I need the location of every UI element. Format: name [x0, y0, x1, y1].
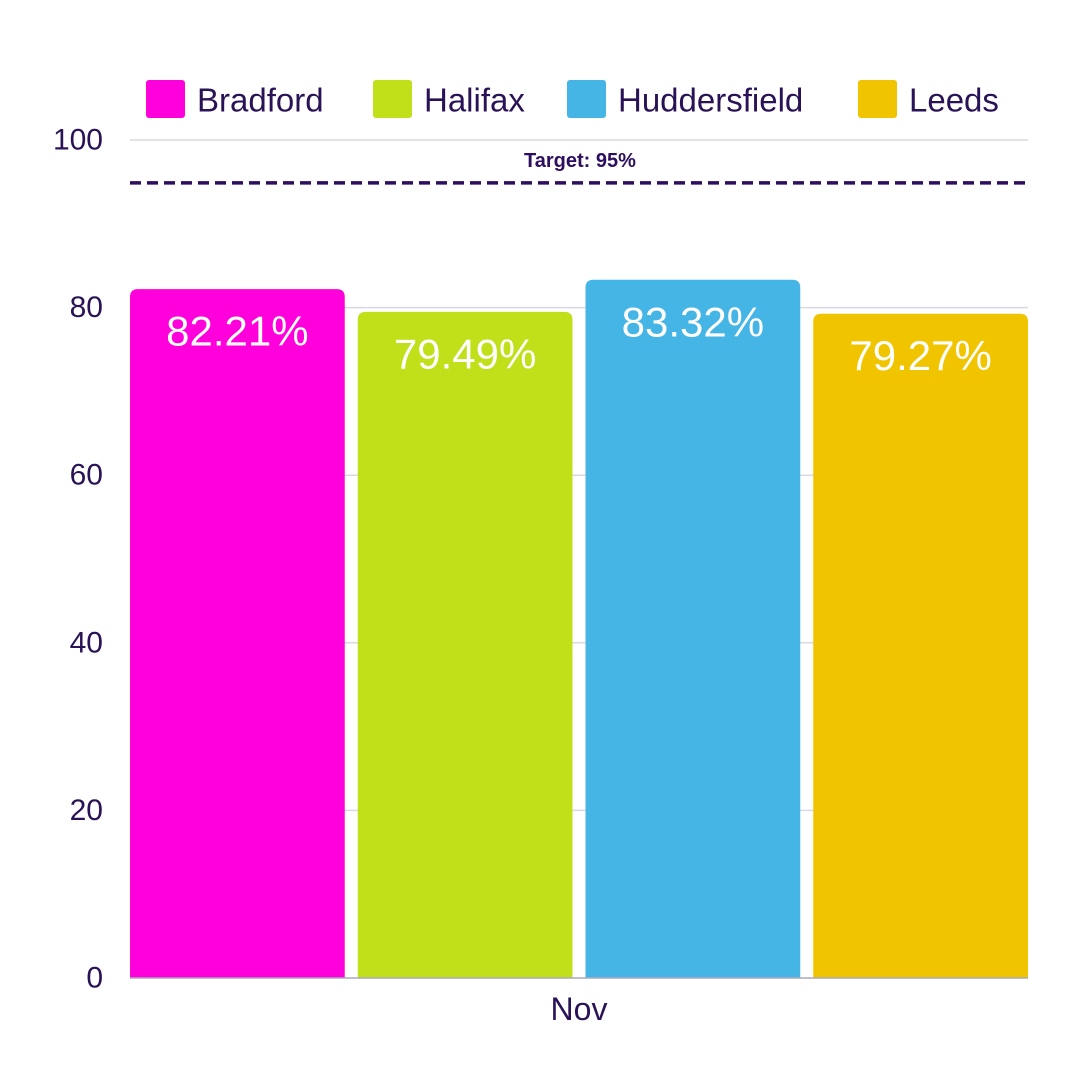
axes: 0 20 40 60 80 100 Nov [53, 124, 1028, 1027]
data-label-halifax: 79.49% [394, 330, 536, 377]
y-tick-label: 0 [86, 962, 103, 995]
legend-label-bradford: Bradford [197, 82, 324, 119]
bars: 82.21% 79.49% 83.32% 79.27% [130, 279, 1028, 979]
bar-huddersfield [585, 279, 801, 978]
legend-swatch-huddersfield [567, 80, 606, 118]
y-tick-label: 20 [70, 794, 103, 827]
y-tick-label: 100 [53, 124, 103, 157]
y-tick-label: 80 [70, 291, 103, 324]
target-line-group: Target: 95% [130, 150, 1028, 185]
y-tick-label: 40 [70, 626, 103, 659]
bar-halifax [357, 311, 573, 979]
legend-label-huddersfield: Huddersfield [618, 82, 803, 119]
data-label-huddersfield: 83.32% [622, 298, 764, 345]
bar-leeds [813, 313, 1028, 978]
legend-swatch-halifax [373, 80, 412, 118]
y-tick-label: 60 [70, 459, 103, 492]
legend-swatch-leeds [858, 80, 897, 118]
bar-bradford [130, 289, 345, 978]
data-label-bradford: 82.21% [166, 308, 308, 355]
target-label: Target: 95% [524, 150, 636, 172]
x-category-label: Nov [551, 991, 608, 1027]
legend-label-halifax: Halifax [424, 82, 525, 119]
legend-swatch-bradford [146, 80, 185, 118]
legend: Bradford Halifax Huddersfield Leeds [146, 80, 999, 119]
legend-label-leeds: Leeds [909, 82, 999, 119]
data-label-leeds: 79.27% [849, 332, 991, 379]
